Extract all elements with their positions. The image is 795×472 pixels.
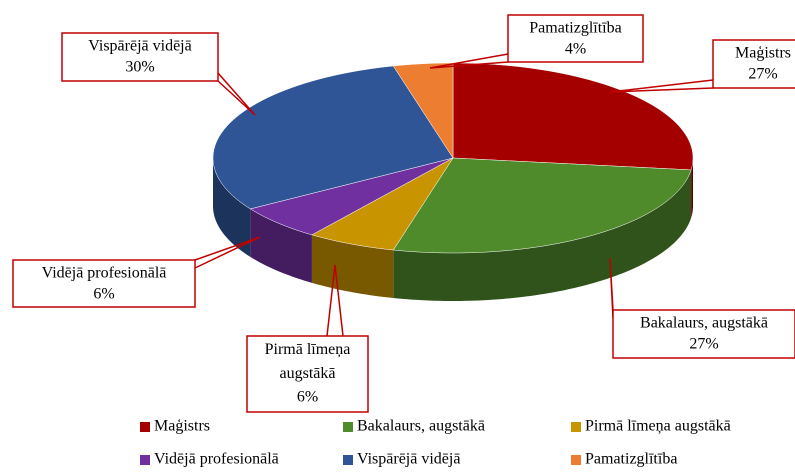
callout-box xyxy=(507,14,644,63)
pie-slice xyxy=(392,157,692,254)
legend-label: Maģistrs xyxy=(154,418,210,435)
legend: Maģistrs Bakalaurs, augstākā Pirmā līmeņa … xyxy=(140,418,731,468)
pie-side xyxy=(393,169,692,301)
callout-pointer xyxy=(217,72,256,116)
callout-box xyxy=(612,309,795,359)
data-label: 27% xyxy=(748,66,777,83)
data-label-name: Vispārējā vidējā xyxy=(88,38,191,55)
legend-label: Pamatizglītība xyxy=(585,451,677,468)
data-label: 6% xyxy=(93,286,114,303)
legend-swatch xyxy=(571,455,581,465)
legend-swatch xyxy=(343,455,353,465)
data-label: 4% xyxy=(565,41,586,58)
callout-pointer xyxy=(194,236,261,269)
pie-tops xyxy=(212,62,694,254)
callout-box xyxy=(12,259,196,308)
callouts: Maģistrs 27% Bakalaurs, augstākā 27% Pirmā l… xyxy=(12,14,795,413)
callout-pointer xyxy=(326,264,344,337)
pie-sides xyxy=(213,158,693,301)
legend-label: Vispārējā vidējā xyxy=(357,451,460,468)
legend-swatch xyxy=(140,455,150,465)
legend-swatch xyxy=(343,422,353,432)
data-label-name: Vidējā profesionālā xyxy=(42,265,167,282)
legend-label: Pirmā līmeņa augstākā xyxy=(585,418,731,435)
pie-slice xyxy=(311,157,454,251)
legend-swatch xyxy=(571,422,581,432)
pie-slice xyxy=(212,65,454,210)
legend-swatch xyxy=(140,422,150,432)
pie-side xyxy=(213,158,251,257)
pie-slice xyxy=(452,62,694,171)
pie-slice xyxy=(392,62,454,159)
data-label-name: Maģistrs xyxy=(735,45,791,62)
callout-box xyxy=(712,39,795,89)
data-label-name: Pirmā līmeņa augstākā xyxy=(265,341,351,382)
data-label-name: Bakalaurs, augstākā xyxy=(640,315,768,332)
data-label: 27% xyxy=(689,336,718,353)
pie-side xyxy=(311,234,394,299)
pie-slice xyxy=(249,157,454,236)
callout-pointer xyxy=(609,257,614,319)
legend-label: Vidējā profesionālā xyxy=(154,451,279,468)
data-label-name: Pamatizglītība xyxy=(529,20,621,37)
data-label: 30% xyxy=(125,59,154,76)
legend-label: Bakalaurs, augstākā xyxy=(357,418,485,435)
callout-box xyxy=(61,32,219,82)
callout-box xyxy=(246,335,369,413)
pie-side xyxy=(250,208,312,283)
data-label: 6% xyxy=(297,389,318,406)
pie-side xyxy=(691,158,693,218)
callout-pointer xyxy=(429,53,509,69)
callout-pointer xyxy=(609,79,714,93)
